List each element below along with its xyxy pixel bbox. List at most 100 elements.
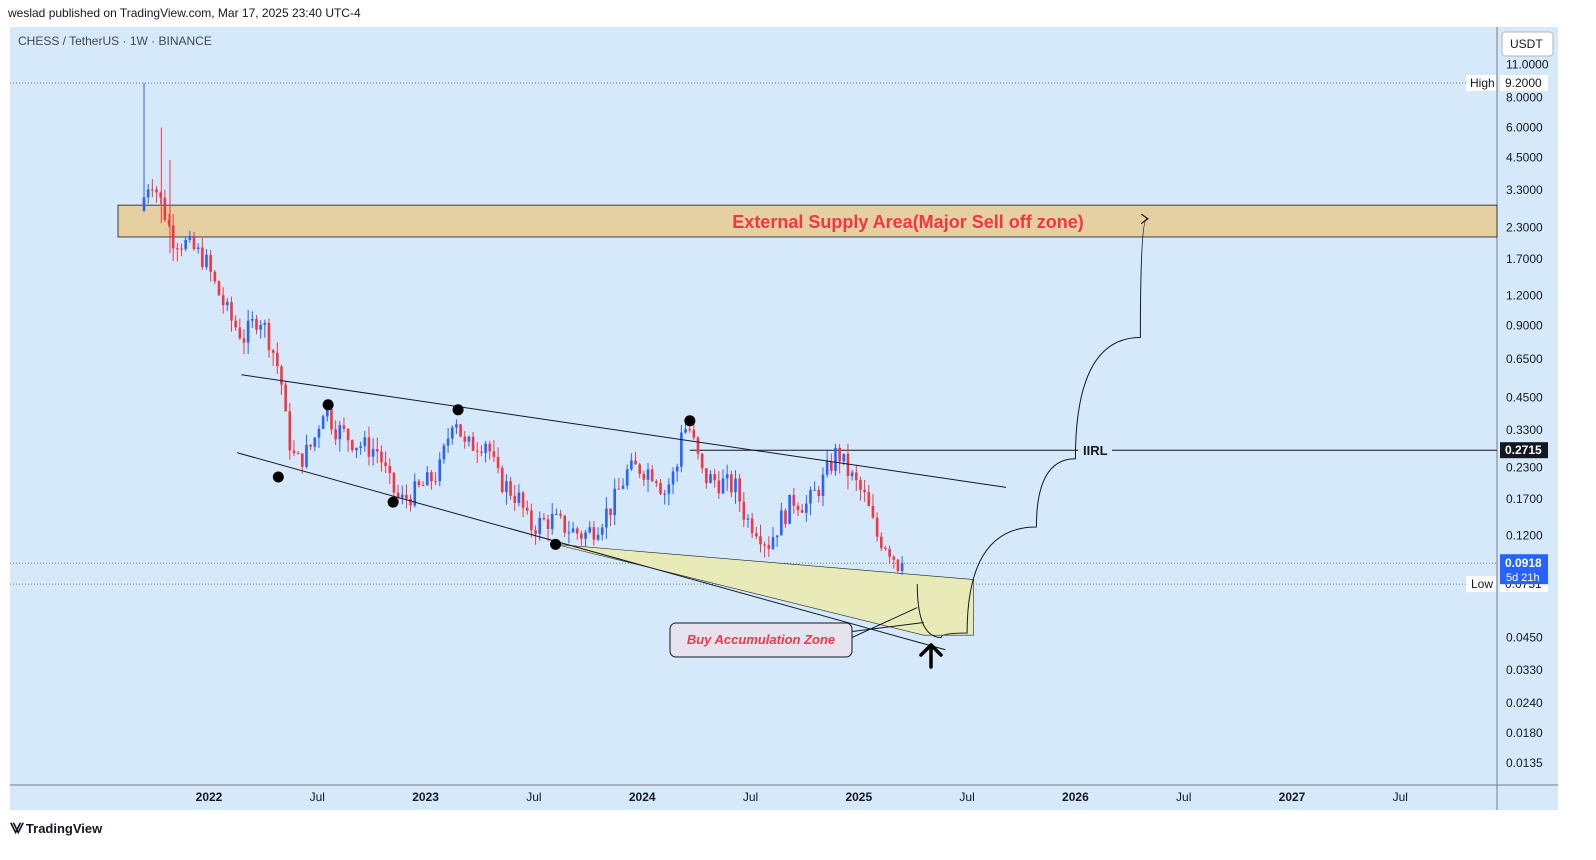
trendline[interactable]: [237, 452, 946, 651]
candle-body: [467, 436, 471, 442]
candle-body: [509, 481, 512, 496]
supply-zone[interactable]: [117, 204, 1498, 238]
candle-body: [455, 424, 458, 428]
candle-body: [184, 239, 187, 250]
candle-body: [734, 478, 737, 493]
candle-body: [850, 472, 854, 477]
accumulation-zone[interactable]: [555, 544, 974, 636]
candle-body: [892, 556, 896, 560]
candle-body: [292, 450, 296, 454]
candle-body: [550, 514, 554, 529]
candle-body: [442, 445, 446, 460]
y-tick-label: 6.0000: [1506, 121, 1543, 135]
candle-body: [767, 544, 771, 549]
x-tick-label: 2027: [1279, 790, 1306, 804]
candle-body: [271, 350, 275, 353]
candle-body: [334, 429, 337, 440]
y-tick-label: 2.3000: [1506, 220, 1543, 234]
candle-body: [625, 469, 629, 486]
trendline[interactable]: [241, 374, 1007, 488]
candle-body: [205, 254, 208, 268]
candle-body: [305, 444, 308, 467]
candle-body: [721, 478, 725, 494]
currency-button[interactable]: [1501, 31, 1554, 57]
candle-body: [446, 438, 450, 446]
accumulation-callout[interactable]: [669, 622, 853, 658]
candle-body: [488, 443, 492, 452]
candle-body: [288, 411, 292, 451]
candle-body: [355, 447, 358, 451]
candle-body: [159, 192, 162, 198]
candle-body: [542, 517, 546, 520]
candle-body: [371, 449, 375, 457]
candle-body: [775, 535, 779, 538]
x-tick-label: 2026: [1062, 790, 1089, 804]
y-tick-label: 0.0180: [1506, 726, 1543, 740]
candle-body: [246, 320, 250, 343]
currency-label: USDT: [1510, 37, 1543, 51]
candle-body: [234, 320, 237, 328]
candle-body: [492, 451, 496, 458]
candle-body: [521, 492, 525, 508]
candle-body: [317, 428, 321, 438]
candle-body: [171, 225, 175, 249]
candle-body: [321, 416, 325, 429]
candle-body: [838, 447, 841, 462]
candle-body: [500, 468, 504, 492]
candle-body: [484, 443, 487, 453]
brand-name: TradingView: [25, 821, 103, 836]
candle-body: [671, 471, 675, 485]
candle-body: [409, 498, 412, 506]
candle-body: [746, 518, 750, 520]
candle-body: [400, 494, 404, 498]
candle-body: [825, 461, 829, 475]
candle-body: [396, 492, 400, 498]
candle-body: [692, 429, 696, 438]
candle-body: [538, 517, 542, 534]
y-tick-label: 8.0000: [1506, 91, 1543, 105]
candle-body: [867, 492, 871, 506]
x-tick-label: 2022: [196, 790, 223, 804]
projected-path-curve[interactable]: [916, 219, 1147, 639]
y-tick-label: 3.3000: [1506, 183, 1543, 197]
candle-body: [755, 533, 758, 537]
candle-body: [879, 536, 883, 548]
candle-body: [821, 474, 825, 497]
candle-body: [613, 488, 617, 516]
candle-body: [180, 248, 183, 250]
candle-body: [713, 474, 716, 481]
plot-background: [10, 27, 1558, 810]
candle-body: [459, 424, 462, 437]
candle-body: [596, 534, 600, 540]
candle-body: [267, 322, 271, 351]
candle-body: [809, 490, 812, 504]
y-tick-label: 0.9000: [1506, 318, 1543, 332]
candle-body: [367, 437, 371, 457]
candle-body: [251, 318, 254, 321]
low-tag: Low: [1471, 577, 1493, 591]
candle-body: [155, 189, 158, 193]
candle-body: [650, 469, 654, 482]
candle-body: [700, 453, 704, 469]
high-value: 9.2000: [1505, 76, 1542, 90]
candle-body: [800, 510, 804, 513]
candle-body: [350, 440, 354, 451]
swing-point-marker: [684, 415, 696, 427]
candle-body: [709, 474, 712, 484]
swing-point-marker: [452, 404, 464, 416]
candle-body: [263, 322, 267, 326]
low-tag-bg: [1466, 576, 1496, 593]
x-tick-label: Jul: [310, 790, 325, 804]
candle-body: [842, 453, 846, 462]
candle-body: [242, 338, 246, 343]
candle-body: [330, 408, 333, 430]
candle-body: [176, 248, 179, 250]
candle-body: [605, 508, 608, 528]
candle-body: [301, 453, 304, 467]
candle-body: [567, 532, 571, 534]
candle-body: [600, 527, 604, 535]
candle-body: [875, 517, 879, 537]
candle-body: [888, 549, 891, 557]
high-value-bg: [1500, 75, 1548, 91]
